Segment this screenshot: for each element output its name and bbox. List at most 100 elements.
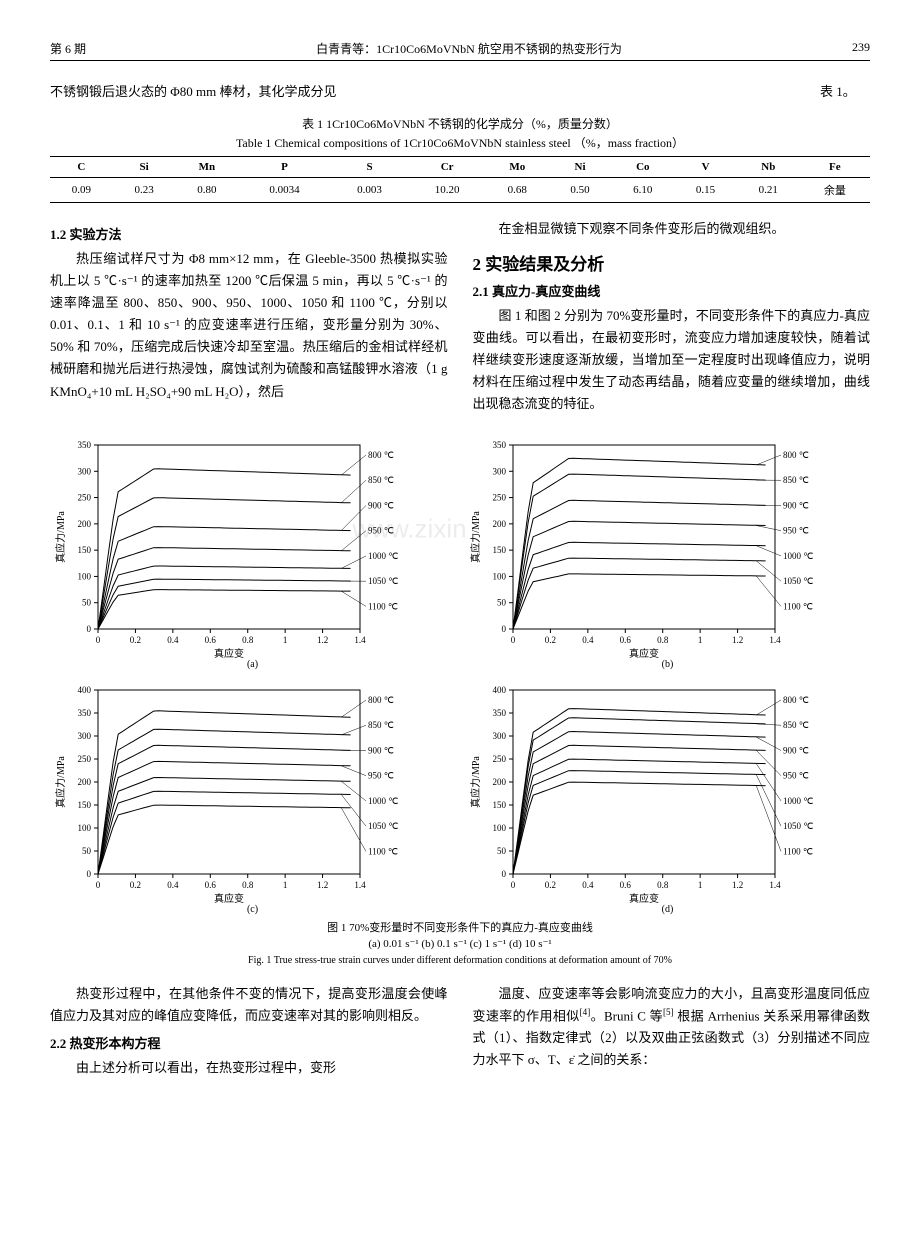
svg-text:0.4: 0.4 <box>582 880 594 890</box>
svg-text:1: 1 <box>698 635 703 645</box>
svg-text:0.4: 0.4 <box>582 635 594 645</box>
svg-text:850 ℃: 850 ℃ <box>368 475 394 485</box>
table-header-cell: Si <box>113 157 176 178</box>
svg-text:350: 350 <box>493 708 507 718</box>
sec21-para: 图 1 和图 2 分别为 70%变形量时，不同变形条件下的真应力-真应变曲线。可… <box>473 305 871 415</box>
svg-text:300: 300 <box>78 466 92 476</box>
table1-caption-en: Table 1 Chemical compositions of 1Cr10Co… <box>50 134 870 151</box>
svg-text:100: 100 <box>493 823 507 833</box>
svg-text:350: 350 <box>78 440 92 450</box>
svg-text:800 ℃: 800 ℃ <box>368 695 394 705</box>
svg-text:真应变: 真应变 <box>214 892 244 905</box>
svg-text:0.2: 0.2 <box>545 880 556 890</box>
svg-text:400: 400 <box>493 685 507 695</box>
svg-text:250: 250 <box>493 754 507 764</box>
table-header-cell: S <box>331 157 409 178</box>
svg-text:0: 0 <box>87 869 92 879</box>
svg-text:0: 0 <box>511 635 516 645</box>
svg-text:950 ℃: 950 ℃ <box>368 525 394 535</box>
fig1-caption: 图 1 70%变形量时不同变形条件下的真应力-真应变曲线 (a) 0.01 s⁻… <box>50 920 870 968</box>
svg-text:0: 0 <box>96 635 101 645</box>
svg-text:950 ℃: 950 ℃ <box>783 770 809 780</box>
svg-text:1.2: 1.2 <box>732 635 743 645</box>
svg-text:0.4: 0.4 <box>167 880 179 890</box>
table-data-cell: 6.10 <box>611 178 674 203</box>
svg-text:真应变: 真应变 <box>629 892 659 905</box>
svg-text:950 ℃: 950 ℃ <box>783 525 809 535</box>
svg-text:1.4: 1.4 <box>769 635 781 645</box>
table-data-cell: 0.003 <box>331 178 409 203</box>
svg-text:50: 50 <box>82 846 92 856</box>
svg-text:300: 300 <box>493 466 507 476</box>
table-header-cell: C <box>50 157 113 178</box>
svg-text:0.4: 0.4 <box>167 635 179 645</box>
table-data-cell: 0.23 <box>113 178 176 203</box>
svg-text:0.6: 0.6 <box>205 635 217 645</box>
composition-table: CSiMnPSCrMoNiCoVNbFe 0.090.230.800.00340… <box>50 156 870 203</box>
table-data-cell: 0.15 <box>674 178 737 203</box>
intro-line: 不锈钢锻后退火态的 Φ80 mm 棒材，其化学成分见 表 1。 <box>50 81 870 100</box>
chart-panel-c: 00.20.40.60.811.21.405010015020025030035… <box>50 680 455 915</box>
svg-text:100: 100 <box>78 571 92 581</box>
svg-text:0: 0 <box>502 869 507 879</box>
table-header-cell: V <box>674 157 737 178</box>
svg-text:1.2: 1.2 <box>732 880 743 890</box>
intro-left: 不锈钢锻后退火态的 Φ80 mm 棒材，其化学成分见 <box>50 81 800 100</box>
svg-text:1100 ℃: 1100 ℃ <box>368 846 398 856</box>
svg-text:850 ℃: 850 ℃ <box>368 720 394 730</box>
svg-text:350: 350 <box>493 440 507 450</box>
chart-panel-d: 00.20.40.60.811.21.405010015020025030035… <box>465 680 870 915</box>
bottom-left-para2: 由上述分析可以看出，在热变形过程中，变形 <box>50 1057 448 1079</box>
svg-text:1000 ℃: 1000 ℃ <box>783 550 813 560</box>
fig1-caption-line1: 图 1 70%变形量时不同变形条件下的真应力-真应变曲线 <box>50 920 870 937</box>
svg-text:1.4: 1.4 <box>354 880 366 890</box>
svg-text:200: 200 <box>78 777 92 787</box>
svg-text:0.6: 0.6 <box>205 880 217 890</box>
sec12-heading: 1.2 实验方法 <box>50 224 448 243</box>
table-header-cell: Nb <box>737 157 800 178</box>
svg-text:真应力/MPa: 真应力/MPa <box>54 510 67 562</box>
table-data-cell: 0.21 <box>737 178 800 203</box>
svg-text:1100 ℃: 1100 ℃ <box>368 601 398 611</box>
right-top-para: 在金相显微镜下观察不同条件变形后的微观组织。 <box>473 218 871 240</box>
stress-strain-chart-d: 00.20.40.60.811.21.405010015020025030035… <box>465 680 845 910</box>
svg-text:800 ℃: 800 ℃ <box>783 695 809 705</box>
svg-text:0: 0 <box>502 624 507 634</box>
svg-text:150: 150 <box>493 800 507 810</box>
svg-text:400: 400 <box>78 685 92 695</box>
table-header-cell: Fe <box>800 157 870 178</box>
svg-text:真应力/MPa: 真应力/MPa <box>469 510 482 562</box>
svg-text:850 ℃: 850 ℃ <box>783 720 809 730</box>
svg-text:900 ℃: 900 ℃ <box>368 745 394 755</box>
charts-grid: 0 0.2 0.4 0.6 0.8 1 1.2 1.4 0 50 100 150 200 250 300 35… <box>50 435 870 915</box>
sec22-heading: 2.2 热变形本构方程 <box>50 1033 448 1052</box>
svg-text:1000 ℃: 1000 ℃ <box>783 795 813 805</box>
svg-text:0.6: 0.6 <box>620 635 632 645</box>
svg-text:800 ℃: 800 ℃ <box>783 450 809 460</box>
svg-text:0.8: 0.8 <box>242 635 254 645</box>
table-data-cell: 0.50 <box>549 178 612 203</box>
intro-right: 表 1。 <box>820 81 870 100</box>
svg-text:1100 ℃: 1100 ℃ <box>783 846 813 856</box>
svg-text:250: 250 <box>78 754 92 764</box>
svg-text:150: 150 <box>78 800 92 810</box>
bottom-left-para1: 热变形过程中，在其他条件不变的情况下，提高变形温度会使峰值应力及其对应的峰值应变… <box>50 983 448 1027</box>
table-data-cell: 0.68 <box>486 178 549 203</box>
svg-text:200: 200 <box>493 518 507 528</box>
table-header-cell: Co <box>611 157 674 178</box>
table-data-cell: 10.20 <box>408 178 486 203</box>
fig1-caption-en: Fig. 1 True stress-true strain curves un… <box>50 953 870 968</box>
chart-panel-b: 00.20.40.60.811.21.405010015020025030035… <box>465 435 870 670</box>
svg-text:1050 ℃: 1050 ℃ <box>783 576 813 586</box>
svg-text:真应力/MPa: 真应力/MPa <box>469 755 482 807</box>
stress-strain-chart-a: 00.20.40.60.811.21.405010015020025030035… <box>50 435 430 665</box>
svg-text:800 ℃: 800 ℃ <box>368 450 394 460</box>
bottom-right-para: 温度、应变速率等会影响流变应力的大小，且高变形温度同低应变速率的作用相似[4]。… <box>473 983 871 1072</box>
svg-text:1050 ℃: 1050 ℃ <box>368 821 398 831</box>
svg-text:900 ℃: 900 ℃ <box>783 500 809 510</box>
svg-text:真应变: 真应变 <box>629 647 659 660</box>
svg-text:0.2: 0.2 <box>130 635 141 645</box>
table-data-cell: 余量 <box>800 178 870 203</box>
issue-label: 第 6 期 <box>50 40 86 57</box>
table-data-cell: 0.0034 <box>238 178 330 203</box>
